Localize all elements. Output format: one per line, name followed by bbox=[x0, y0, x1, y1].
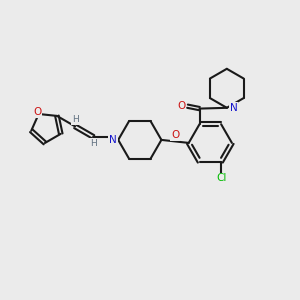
Text: O: O bbox=[171, 130, 179, 140]
Text: Cl: Cl bbox=[216, 173, 226, 183]
Text: O: O bbox=[177, 101, 186, 111]
Text: N: N bbox=[109, 135, 117, 145]
Text: O: O bbox=[33, 107, 41, 118]
Text: N: N bbox=[230, 103, 237, 113]
Text: H: H bbox=[90, 139, 97, 148]
Text: H: H bbox=[72, 115, 79, 124]
